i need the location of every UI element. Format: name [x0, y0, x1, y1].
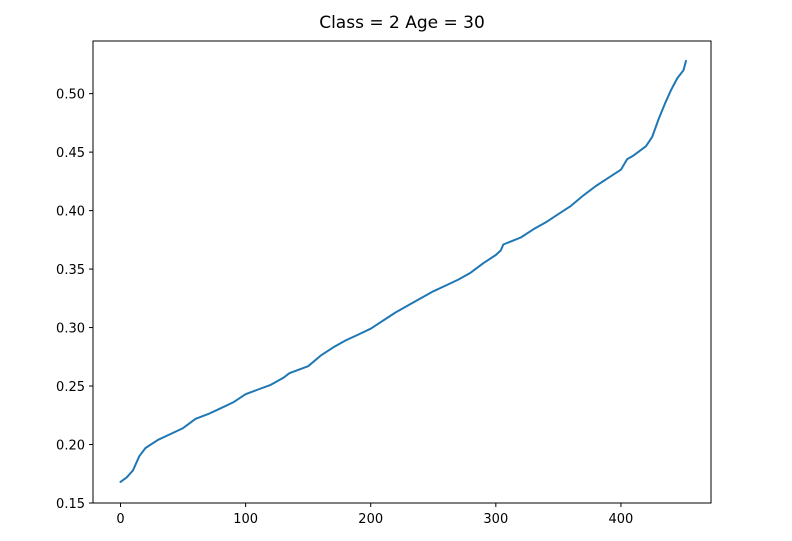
y-axis: 0.15 0.20 0.25 0.30 0.35 0.40 0.45 0.50	[56, 88, 93, 512]
y-tick-label: 0.25	[56, 380, 85, 395]
x-tick-label: 400	[609, 512, 634, 527]
y-tick-label: 0.50	[56, 88, 85, 103]
x-axis: 0 100 200 300 400	[116, 503, 633, 527]
x-tick-label: 300	[483, 512, 508, 527]
series-line	[119, 59, 687, 483]
y-tick-label: 0.40	[56, 205, 85, 220]
x-tick-label: 0	[116, 512, 124, 527]
y-tick-label: 0.15	[56, 497, 85, 512]
x-tick-label: 100	[233, 512, 258, 527]
plot-frame	[92, 40, 712, 504]
x-tick-label: 200	[358, 512, 383, 527]
y-tick-label: 0.30	[56, 322, 85, 337]
y-tick-label: 0.35	[56, 263, 85, 278]
y-tick-label: 0.45	[56, 146, 85, 161]
series-layer	[119, 59, 687, 483]
y-tick-label: 0.20	[56, 439, 85, 454]
chart-title: Class = 2 Age = 30	[319, 13, 485, 33]
